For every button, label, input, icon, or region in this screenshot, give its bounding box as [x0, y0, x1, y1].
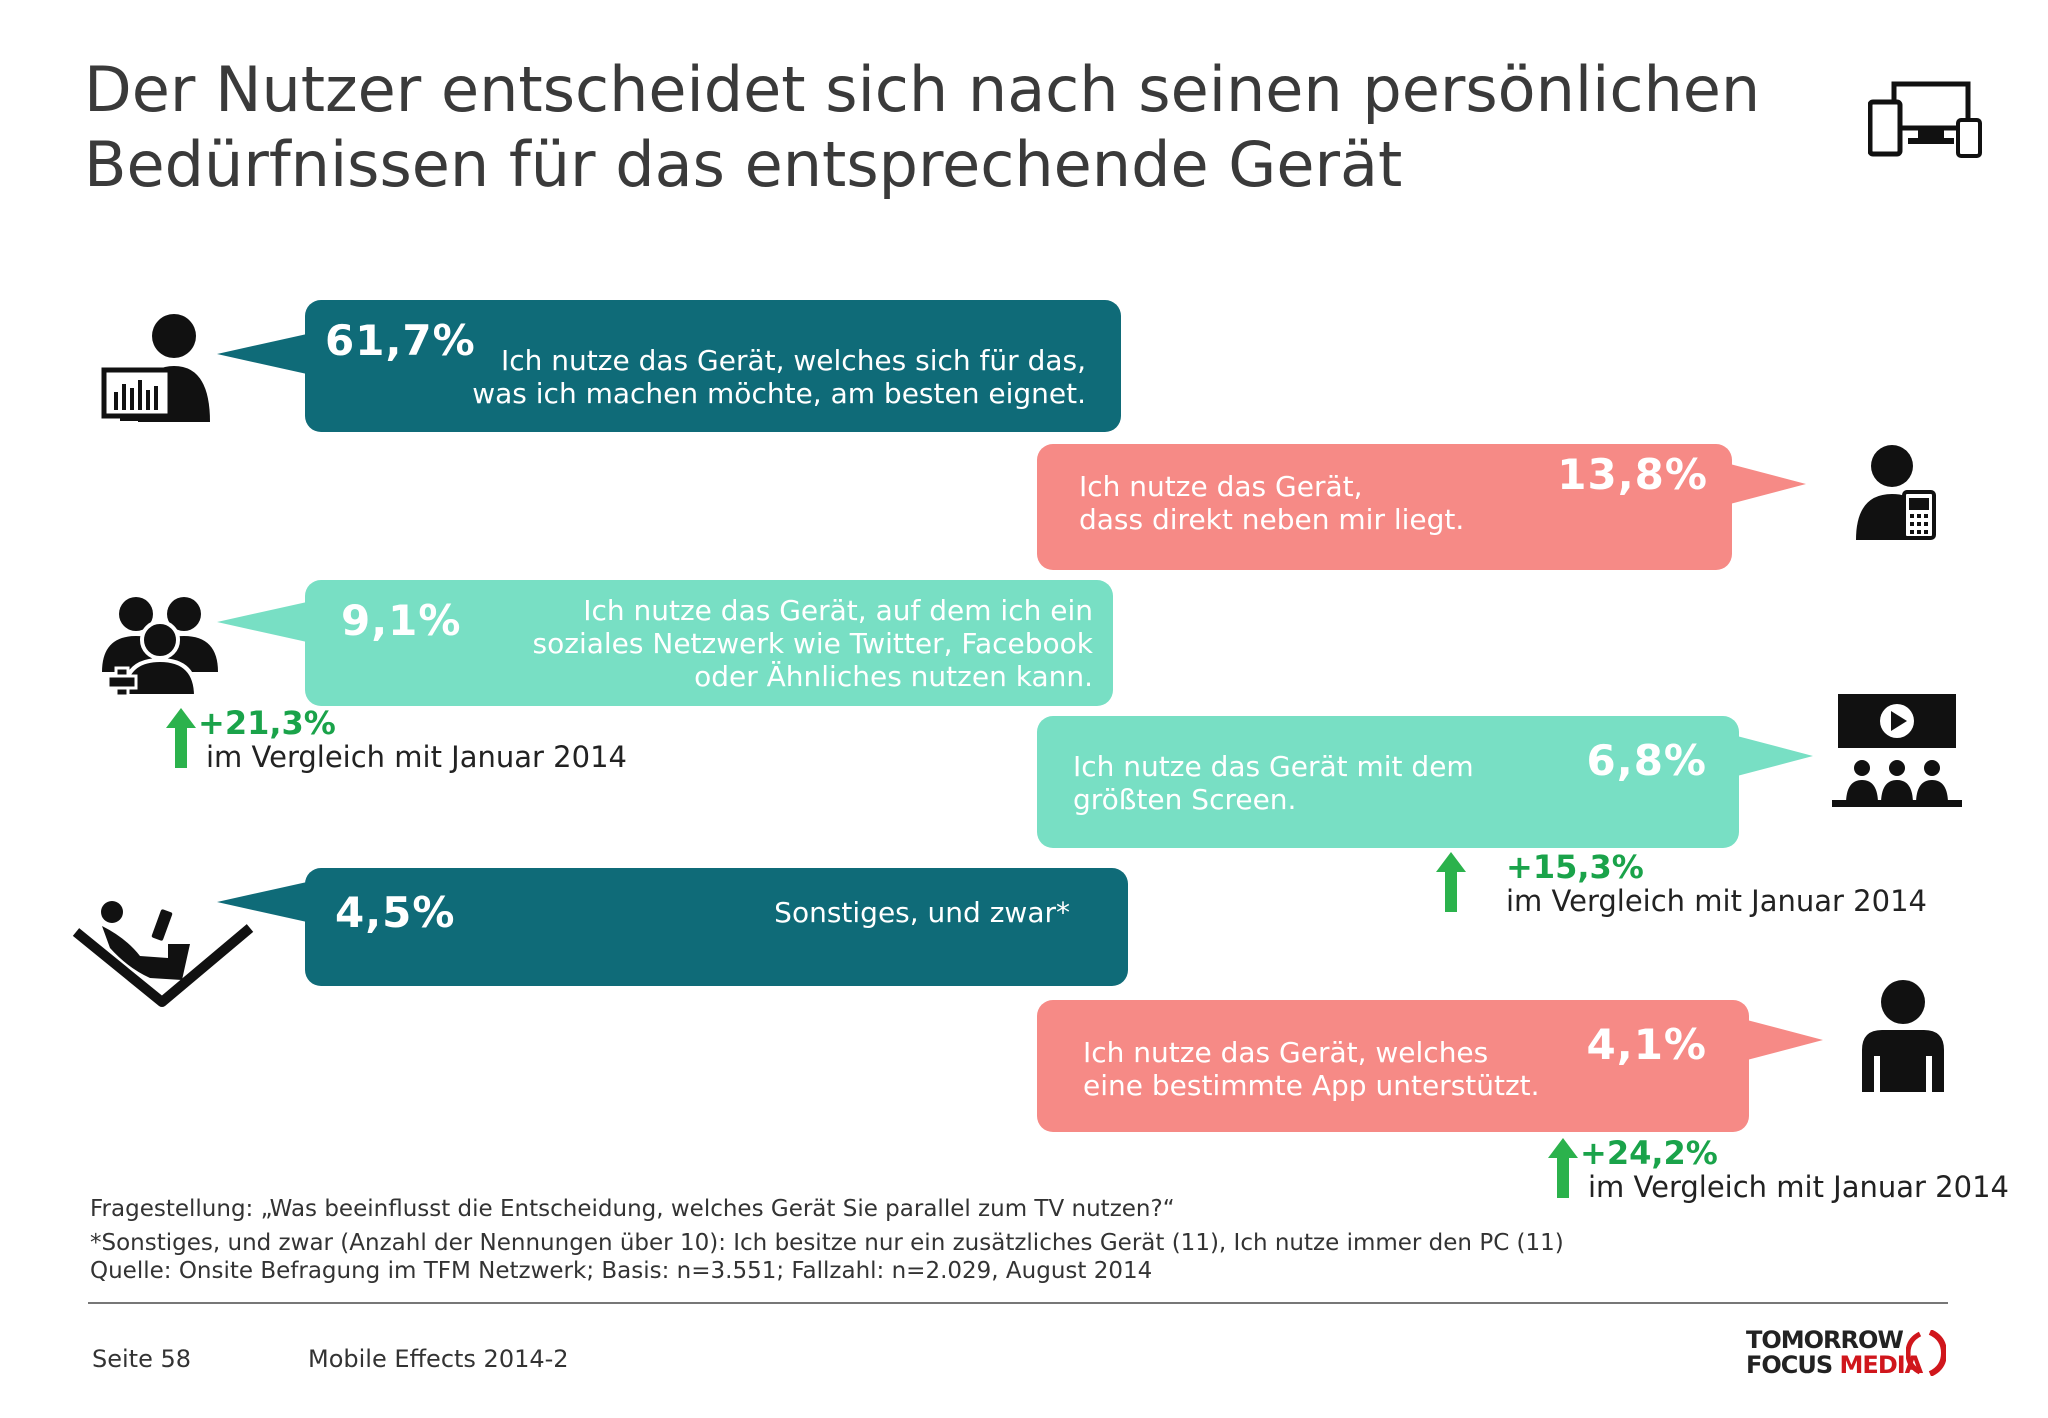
logo-line-1: TOMORROW	[1746, 1326, 1904, 1354]
logo-mark-icon	[1906, 1330, 1946, 1376]
page-title: Der Nutzer entscheidet sich nach seinen …	[84, 52, 1844, 202]
change-value: +15,3%	[1506, 848, 1644, 886]
bubble-text-line: Ich nutze das Gerät,	[1079, 470, 1363, 503]
bubble-percentage: 61,7%	[325, 316, 476, 365]
bubble-device-fit: 61,7% Ich nutze das Gerät, welches sich …	[217, 300, 1121, 432]
devices-icon	[1868, 81, 1982, 158]
bubble-percentage: 4,5%	[335, 888, 456, 937]
bubble-text-line: soziales Netzwerk wie Twitter, Facebook	[532, 627, 1093, 660]
footnote-question: Fragestellung: „Was beeinflusst die Ents…	[90, 1196, 1175, 1222]
bubble-app-support: 4,1% Ich nutze das Gerät, welches eine b…	[1037, 1000, 1823, 1132]
logo-line-2: FOCUS MEDIA	[1746, 1351, 1923, 1379]
bubble-text-line: dass direkt neben mir liegt.	[1079, 503, 1465, 536]
bubble-text-line: eine bestimmte App unterstützt.	[1083, 1069, 1540, 1102]
bubble-text-line: größten Screen.	[1073, 783, 1297, 816]
bubble-text-line: Ich nutze das Gerät, auf dem ich ein	[583, 594, 1093, 627]
tomorrow-focus-media-logo: TOMORROW FOCUS MEDIA	[1746, 1326, 1956, 1379]
bubble-percentage: 9,1%	[341, 596, 462, 645]
bubble-text-line: oder Ähnliches nutzen kann.	[694, 660, 1093, 693]
title-line-1: Der Nutzer entscheidet sich nach seinen …	[84, 53, 1761, 126]
footnote-other: *Sonstiges, und zwar (Anzahl der Nennung…	[90, 1230, 1564, 1256]
bubble-text-line: Sonstiges, und zwar*	[774, 896, 1070, 929]
report-name: Mobile Effects 2014-2	[308, 1345, 569, 1373]
up-arrow-icon	[1548, 1138, 1578, 1198]
bubble-nearest-device: 13,8% Ich nutze das Gerät, dass direkt n…	[1037, 444, 1806, 570]
bubble-text-line: was ich machen möchte, am besten eignet.	[472, 377, 1086, 410]
social-network-users-icon	[102, 597, 218, 696]
person-reclining-icon	[72, 901, 254, 1007]
title-line-2: Bedürfnissen für das entsprechende Gerät	[84, 128, 1403, 201]
bubble-text-line: Ich nutze das Gerät, welches sich für da…	[501, 344, 1086, 377]
change-label: im Vergleich mit Januar 2014	[206, 740, 627, 774]
bubble-percentage: 4,1%	[1586, 1020, 1707, 1069]
footnote-source: Quelle: Onsite Befragung im TFM Netzwerk…	[90, 1258, 1153, 1284]
bubble-text-line: Ich nutze das Gerät mit dem	[1073, 750, 1474, 783]
change-value: +21,3%	[198, 704, 336, 742]
bubble-percentage: 6,8%	[1586, 736, 1707, 785]
user-phone-icon	[1856, 445, 1936, 540]
bubble-percentage: 13,8%	[1557, 450, 1708, 499]
change-value: +24,2%	[1580, 1134, 1718, 1172]
bubble-text-line: Ich nutze das Gerät, welches	[1083, 1036, 1489, 1069]
bubble-other: 4,5% Sonstiges, und zwar*	[217, 868, 1128, 986]
user-icon	[1862, 980, 1944, 1092]
page-number: Seite 58	[92, 1345, 192, 1373]
bubble-largest-screen: 6,8% Ich nutze das Gerät mit dem größten…	[1037, 716, 1813, 848]
footer-divider	[88, 1302, 1948, 1304]
up-arrow-icon	[1436, 852, 1466, 912]
change-label: im Vergleich mit Januar 2014	[1588, 1170, 2009, 1204]
user-computer-icon	[101, 314, 210, 422]
change-label: im Vergleich mit Januar 2014	[1506, 884, 1927, 918]
up-arrow-icon	[166, 708, 196, 768]
logo-focus: FOCUS	[1746, 1351, 1833, 1379]
bubble-social-network: 9,1% Ich nutze das Gerät, auf dem ich ei…	[217, 580, 1113, 706]
cinema-screen-icon	[1832, 694, 1962, 807]
